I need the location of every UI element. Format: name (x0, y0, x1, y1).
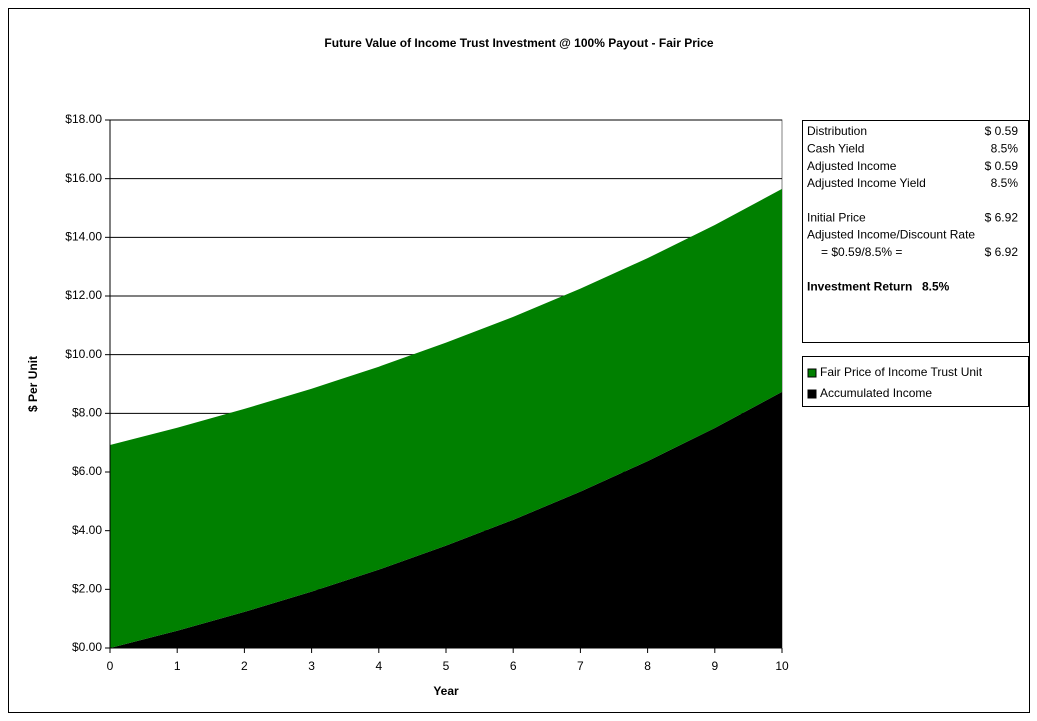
x-tick-label: 5 (443, 659, 450, 673)
y-tick-label: $6.00 (72, 464, 102, 478)
info-value: 8.5% (991, 141, 1019, 155)
y-axis-label: $ Per Unit (26, 356, 40, 412)
x-tick-label: 3 (308, 659, 315, 673)
legend (802, 356, 1029, 407)
area (110, 391, 782, 648)
info-value: $ 0.59 (985, 124, 1019, 138)
y-tick-label: $8.00 (72, 406, 102, 420)
y-tick-label: $4.00 (72, 523, 102, 537)
y-tick-label: $10.00 (65, 347, 102, 361)
x-tick-label: 9 (711, 659, 718, 673)
x-tick-label: 7 (577, 659, 584, 673)
legend-swatch (807, 389, 817, 399)
y-tick-label: $14.00 (65, 230, 102, 244)
info-label: Initial Price (807, 210, 866, 224)
info-label: Adjusted Income (807, 159, 897, 173)
x-tick-label: 1 (174, 659, 181, 673)
legend-label: Fair Price of Income Trust Unit (820, 365, 983, 379)
y-tick-label: $16.00 (65, 171, 102, 185)
chart-title: Future Value of Income Trust Investment … (324, 36, 713, 50)
legend-swatch (807, 368, 817, 378)
x-tick-label: 2 (241, 659, 248, 673)
x-axis-label: Year (433, 684, 459, 698)
info-value: $ 0.59 (985, 159, 1019, 173)
y-tick-label: $2.00 (72, 582, 102, 596)
info-label: = $0.59/8.5% = (821, 245, 902, 259)
info-value: $ 6.92 (985, 245, 1019, 259)
info-label: Cash Yield (807, 141, 864, 155)
x-tick-label: 4 (375, 659, 382, 673)
info-label: Distribution (807, 124, 867, 138)
legend-label: Accumulated Income (820, 386, 932, 400)
x-tick-label: 6 (510, 659, 517, 673)
y-tick-label: $0.00 (72, 640, 102, 654)
info-label: Investment Return (807, 279, 912, 293)
x-tick-label: 10 (775, 659, 789, 673)
y-tick-label: $18.00 (65, 112, 102, 126)
x-tick-label: 8 (644, 659, 651, 673)
info-label: Adjusted Income/Discount Rate (807, 228, 975, 242)
info-value: 8.5% (991, 176, 1019, 190)
info-box (802, 120, 1029, 343)
info-value: $ 6.92 (985, 210, 1019, 224)
x-tick-label: 0 (107, 659, 114, 673)
area (110, 188, 782, 648)
y-tick-label: $12.00 (65, 288, 102, 302)
info-value: 8.5% (922, 279, 950, 293)
info-label: Adjusted Income Yield (807, 176, 926, 190)
